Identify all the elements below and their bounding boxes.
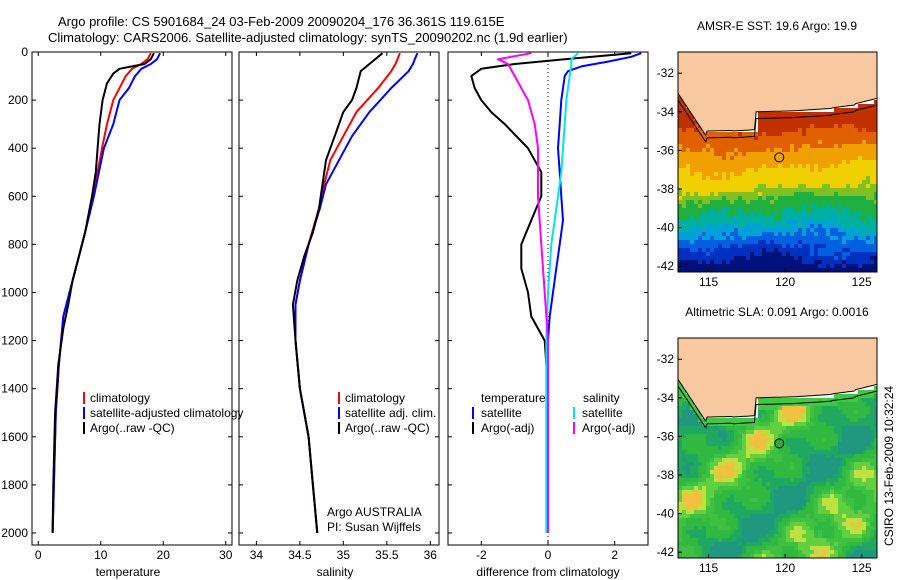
figure-title-line1: Argo profile: CS 5901684_24 03-Feb-2009 … — [58, 14, 505, 29]
y-tick-label: 1800 — [1, 478, 28, 492]
map-x-tick-label: 120 — [775, 275, 795, 289]
map-x-tick-label: 125 — [852, 275, 872, 289]
salinity-legend: climatology satellite adj. clim. Argo(..… — [338, 391, 436, 435]
x-tick-label: 35.5 — [375, 548, 399, 562]
legend-label-temp-argo: Argo(-adj) — [481, 421, 534, 435]
legend-label-argo: Argo(..raw -QC) — [90, 421, 175, 435]
map-y-tick-label: -38 — [657, 182, 675, 196]
series-line-temperature-argo-adj — [470, 52, 632, 533]
y-tick-label: 0 — [21, 45, 28, 59]
temperature-xlabel: temperature — [96, 565, 161, 579]
series-line-satellite-adj-clim — [294, 52, 419, 534]
map-y-tick-label: -38 — [657, 468, 675, 482]
y-tick-label: 600 — [8, 189, 28, 203]
salinity-xlabel: salinity — [317, 565, 354, 579]
sla-map: 115 120 125 -32 -34 -36 -38 -40 -42 — [657, 337, 878, 575]
x-tick-label: 36 — [424, 548, 438, 562]
shelf-contour — [678, 385, 877, 429]
series-line-argo-raw-qc — [291, 52, 384, 534]
salinity-profile-panel: 34 34.5 35 35.5 36 — [238, 51, 440, 562]
legend-temperature-head: temperature — [481, 391, 546, 405]
series-line-salinity-argo-adj — [497, 52, 549, 533]
legend-label-temp-satellite: satellite — [481, 406, 522, 420]
difference-xlabel: difference from climatology — [476, 565, 619, 579]
sla-map-title: Altimetric SLA: 0.091 Argo: 0.0016 — [685, 305, 869, 319]
map-x-tick-label: 120 — [775, 561, 795, 575]
map-y-tick-label: -40 — [657, 507, 675, 521]
legend-label-argo: Argo(..raw -QC) — [345, 421, 430, 435]
temperature-profile-panel: 0 10 20 30 0 200 400 600 800 1000 1200 1400 1600 1800… — [1, 45, 232, 562]
legend-label-satellite-adjusted: satellite adj. clim. — [345, 406, 436, 420]
map-y-tick-label: -36 — [657, 143, 675, 157]
series-line-climatology — [51, 52, 152, 534]
x-tick-label: 2 — [611, 548, 618, 562]
series-line-temperature-satellite — [547, 52, 642, 533]
map-y-tick-label: -40 — [657, 221, 675, 235]
x-tick-label: 0 — [545, 548, 552, 562]
float-position-marker — [774, 152, 785, 163]
plot-frame — [31, 51, 233, 546]
series-line-salinity-satellite — [545, 52, 579, 533]
sst-map-title: AMSR-E SST: 19.6 Argo: 19.9 — [697, 19, 857, 33]
y-tick-label: 1600 — [1, 430, 28, 444]
map-x-tick-label: 125 — [852, 561, 872, 575]
series-line-argo-raw-qc — [51, 52, 155, 534]
x-tick-label: 0 — [35, 548, 42, 562]
credit-line2: PI: Susan Wijffels — [327, 520, 421, 534]
map-y-tick-label: -42 — [657, 545, 675, 559]
map-y-tick-label: -32 — [657, 66, 675, 80]
y-tick-label: 1400 — [1, 382, 28, 396]
map-y-tick-label: -42 — [657, 259, 675, 273]
x-tick-label: 10 — [94, 548, 108, 562]
y-tick-label: 400 — [8, 141, 28, 155]
land-mass — [678, 338, 877, 423]
y-tick-label: 1200 — [1, 334, 28, 348]
difference-profile-panel: -2 0 2 — [447, 51, 649, 562]
plot-frame — [238, 51, 440, 546]
legend-label-sal-argo: Argo(-adj) — [582, 421, 635, 435]
legend-label-climatology: climatology — [90, 391, 150, 405]
legend-label-satellite-adjusted: satellite-adjusted climatology — [90, 406, 243, 420]
side-timestamp: CSIRO 13-Feb-2009 10:32:24 — [882, 386, 896, 546]
map-frame — [677, 337, 878, 559]
y-tick-label: 1000 — [1, 285, 28, 299]
x-tick-label: -2 — [476, 548, 487, 562]
shelf-contour — [678, 99, 877, 143]
x-tick-label: 30 — [219, 548, 233, 562]
map-y-tick-label: -34 — [657, 105, 675, 119]
y-tick-label: 2000 — [1, 526, 28, 540]
x-tick-label: 34.5 — [288, 548, 312, 562]
sst-map: 115 120 125 -32 -34 -36 -38 -40 -42 — [657, 51, 878, 289]
temperature-legend: climatology satellite-adjusted climatolo… — [83, 391, 243, 435]
x-tick-label: 34 — [250, 548, 264, 562]
float-position-marker — [774, 438, 785, 449]
x-tick-label: 35 — [337, 548, 351, 562]
legend-label-climatology: climatology — [345, 391, 405, 405]
y-tick-label: 200 — [8, 93, 28, 107]
map-y-tick-label: -36 — [657, 429, 675, 443]
map-x-tick-label: 115 — [699, 561, 718, 575]
credit-line1: Argo AUSTRALIA — [327, 505, 422, 519]
figure-title-line2: Climatology: CARS2006. Satellite-adjuste… — [48, 30, 568, 45]
map-y-tick-label: -32 — [657, 352, 675, 366]
sla-field — [678, 382, 877, 558]
map-x-tick-label: 115 — [699, 275, 718, 289]
legend-salinity-head: salinity — [583, 391, 620, 405]
land-mass — [678, 52, 877, 137]
map-frame — [677, 51, 878, 273]
legend-label-sal-satellite: satellite — [582, 406, 623, 420]
y-tick-label: 800 — [8, 237, 28, 251]
x-tick-label: 20 — [157, 548, 171, 562]
difference-legend: temperature salinity satellite Argo(-adj… — [472, 391, 635, 435]
map-y-tick-label: -34 — [657, 391, 675, 405]
